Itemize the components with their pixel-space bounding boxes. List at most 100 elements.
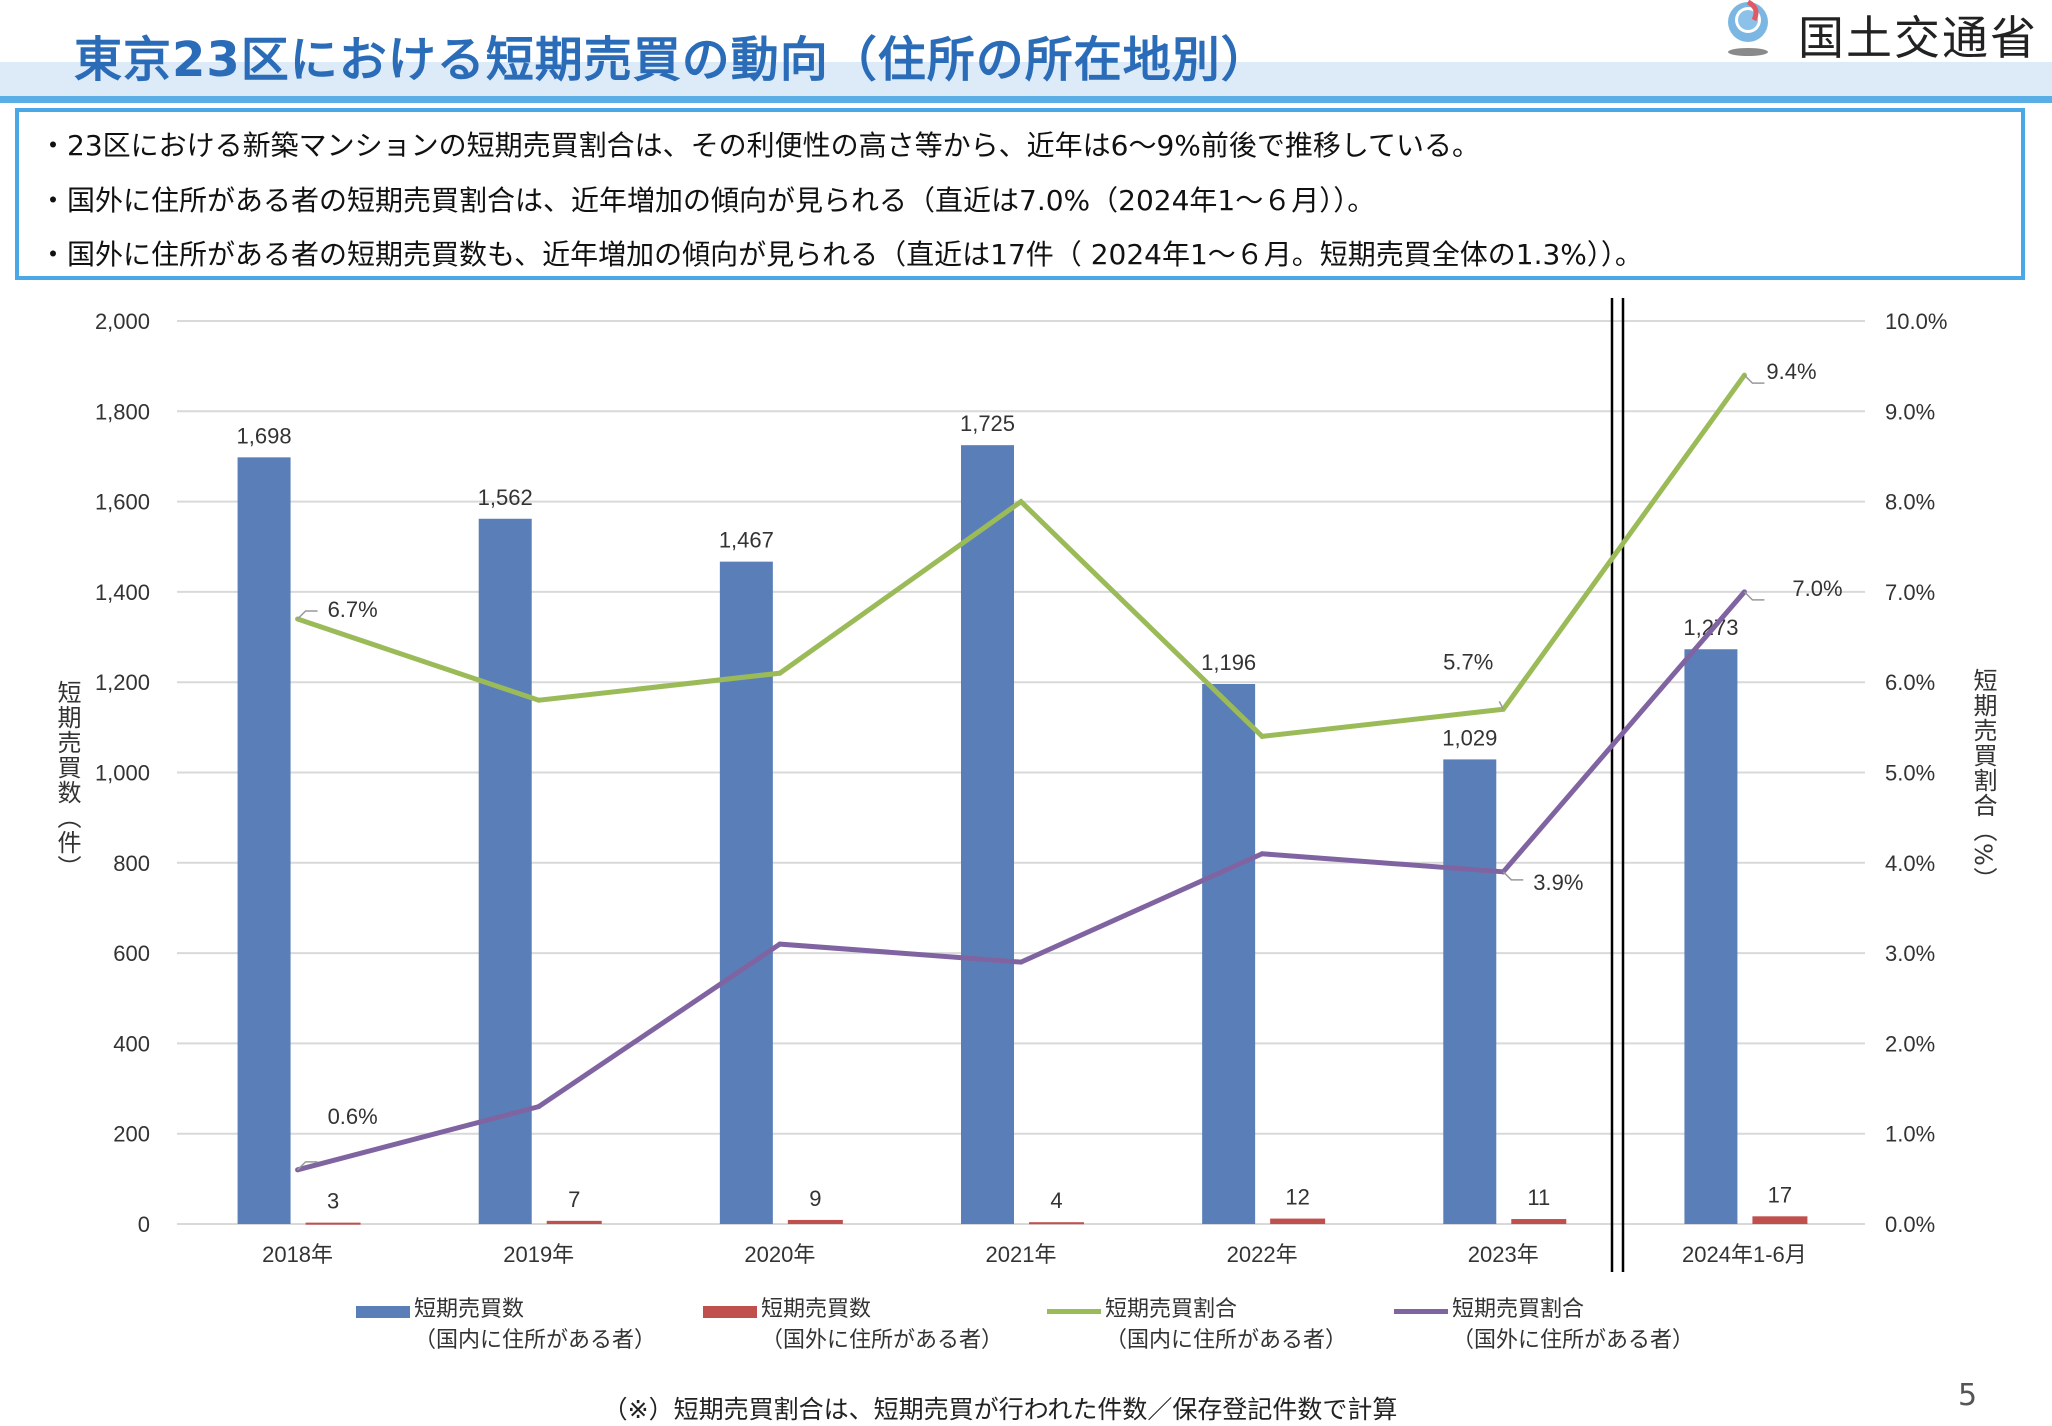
ratio-point [777, 941, 783, 947]
summary-line-3: ・国外に住所がある者の短期売買数も、近年増加の傾向が見られる（直近は17件（ 2… [39, 238, 1643, 271]
right-tick-label: 5.0% [1885, 761, 1935, 786]
bar-data-label: 1,562 [478, 485, 533, 510]
header-rule [0, 96, 2052, 103]
bar-data-label: 11 [1527, 1185, 1550, 1210]
page-title: 東京23区における短期売買の動向（住所の所在地別） [74, 32, 1270, 88]
foreign-count-bar [546, 1220, 602, 1224]
bar-data-label: 1,698 [237, 423, 292, 448]
right-tick-label: 4.0% [1885, 851, 1935, 876]
right-tick-label: 2.0% [1885, 1031, 1935, 1056]
bar-data-label: 4 [1050, 1188, 1062, 1213]
legend-swatch [356, 1306, 410, 1318]
category-label: 2018年 [262, 1242, 333, 1267]
line-data-label: 3.9% [1533, 870, 1583, 895]
ministry-logo: 国土交通省 [1718, 0, 2052, 65]
left-tick-label: 1,000 [95, 761, 150, 786]
line-data-label: 0.6% [328, 1104, 378, 1129]
category-label: 2021年 [986, 1242, 1057, 1267]
bar-data-label: 12 [1285, 1185, 1309, 1210]
ratio-point [536, 697, 542, 703]
right-tick-label: 6.0% [1885, 670, 1935, 695]
category-label: 2020年 [744, 1242, 815, 1267]
data-label-leader [1743, 591, 1765, 601]
right-tick-label: 9.0% [1885, 399, 1935, 424]
left-tick-label: 1,600 [95, 490, 150, 515]
bar-data-label: 7 [568, 1187, 580, 1212]
left-axis-title: 短期売買数（件） [53, 680, 81, 880]
page-number: 5 [1958, 1378, 1978, 1413]
legend-sublabel: （国外に住所がある者） [1452, 1328, 1695, 1353]
right-tick-label: 0.0% [1885, 1212, 1935, 1237]
right-tick-label: 10.0% [1885, 309, 1947, 334]
left-tick-label: 1,200 [95, 670, 150, 695]
bar-data-label: 1,467 [719, 528, 774, 553]
legend-sublabel: （国外に住所がある者） [761, 1328, 1004, 1353]
domestic-count-bar [1443, 759, 1497, 1224]
foreign-count-bar [1511, 1219, 1567, 1224]
header-band [0, 62, 2052, 100]
ratio-point [777, 670, 783, 676]
legend-swatch [703, 1306, 757, 1318]
summary-box: ・23区における新築マンションの短期売買割合は、その利便性の高さ等から、近年は6… [15, 108, 2025, 280]
left-tick-label: 200 [113, 1122, 150, 1147]
ratio-point [536, 1104, 542, 1110]
legend-sublabel: （国内に住所がある者） [414, 1328, 657, 1353]
foreign-count-bar [305, 1222, 361, 1225]
bar-data-label: 17 [1768, 1182, 1792, 1207]
foreign-count-bar [787, 1219, 843, 1224]
bar-data-label: 1,029 [1442, 725, 1497, 750]
data-label-leader [297, 610, 318, 620]
ministry-emblem-icon [1728, 0, 1768, 56]
summary-line-2: ・国外に住所がある者の短期売買割合は、近年増加の傾向が見られる（直近は7.0%（… [39, 184, 1376, 217]
ministry-logo-text: 国土交通省 [1798, 11, 2038, 65]
bar-data-label: 1,196 [1201, 650, 1256, 675]
legend-swatch [1394, 1309, 1448, 1314]
legend-swatch [1047, 1309, 1101, 1314]
domestic-count-bar [1684, 649, 1738, 1224]
line-data-label: 6.7% [328, 597, 378, 622]
data-label-leader [1743, 374, 1765, 384]
ratio-point [1018, 959, 1024, 965]
line-data-label: 5.7% [1443, 649, 1493, 674]
category-label: 2023年 [1468, 1242, 1539, 1267]
right-tick-label: 8.0% [1885, 490, 1935, 515]
legend-label: 短期売買割合 [1105, 1297, 1238, 1322]
line-data-label: 7.0% [1792, 576, 1842, 601]
foreign-count-bar [1270, 1218, 1326, 1224]
data-label-leader [297, 1161, 318, 1171]
right-axis-title: 短期売買割合（%） [1969, 668, 1997, 892]
left-tick-label: 1,800 [95, 399, 150, 424]
data-label-leader [1502, 871, 1524, 881]
ratio-point [1259, 851, 1265, 857]
domestic-count-bar [719, 561, 773, 1224]
right-tick-label: 1.0% [1885, 1122, 1935, 1147]
bar-data-label: 9 [809, 1186, 821, 1211]
legend-label: 短期売買数 [761, 1297, 872, 1322]
foreign-count-bar [1752, 1216, 1808, 1224]
line-data-label: 9.4% [1766, 359, 1816, 384]
right-tick-label: 3.0% [1885, 941, 1935, 966]
legend-sublabel: （国内に住所がある者） [1105, 1328, 1348, 1353]
legend-label: 短期売買数 [414, 1297, 525, 1322]
domestic-count-bar [478, 518, 532, 1224]
left-tick-label: 600 [113, 941, 150, 966]
data-label-leader [1498, 700, 1504, 710]
right-tick-label: 7.0% [1885, 580, 1935, 605]
ratio-point [1018, 499, 1024, 505]
foreign-count-bar [1029, 1222, 1084, 1225]
domestic-count-bar [1202, 684, 1256, 1224]
left-tick-label: 0 [138, 1212, 150, 1237]
bar-data-label: 3 [327, 1189, 339, 1214]
summary-line-1: ・23区における新築マンションの短期売買割合は、その利便性の高さ等から、近年は6… [39, 129, 1481, 162]
category-label: 2024年1-6月 [1682, 1242, 1807, 1267]
footnote: （※）短期売買割合は、短期売買が行われた件数／保存登記件数で計算 [602, 1395, 1398, 1424]
category-label: 2019年 [503, 1242, 574, 1267]
left-tick-label: 400 [113, 1031, 150, 1056]
bar-data-label: 1,725 [960, 411, 1015, 436]
domestic-count-bar [237, 457, 291, 1224]
left-tick-label: 2,000 [95, 309, 150, 334]
ratio-point [1259, 733, 1265, 739]
left-tick-label: 1,400 [95, 580, 150, 605]
domestic-count-bar [961, 445, 1014, 1225]
